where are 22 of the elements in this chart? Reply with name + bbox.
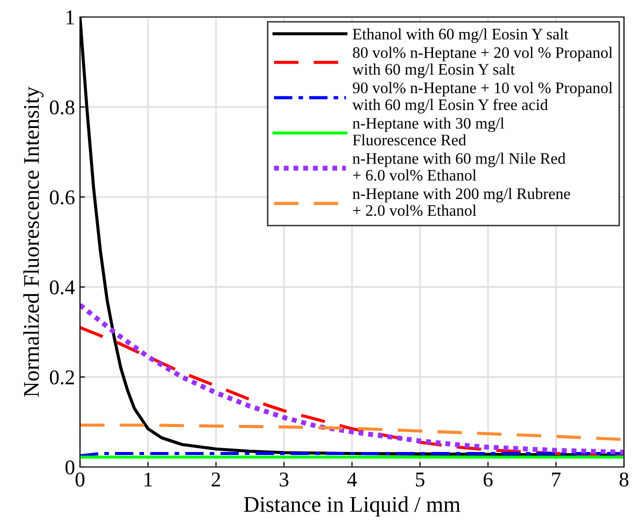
y-tick-label: 0.4 <box>50 280 75 295</box>
x-tick-label: 4 <box>347 472 357 486</box>
x-tick-label: 6 <box>484 472 493 487</box>
y-axis-title: Normalized Fluorescence Intensity <box>23 86 44 397</box>
legend-label: n-Heptane with 200 mg/l Rubrene + 2.0 vol% Ethanol <box>352 188 570 216</box>
y-tick-label: 0.6 <box>50 190 75 205</box>
legend-label: 80 vol% n-Heptane + 20 vol % Propanol with 60 mg/l Eosin Y salt <box>352 46 612 78</box>
x-tick-label: 8 <box>620 472 628 487</box>
line-series <box>80 326 624 456</box>
y-tick-label: 0.8 <box>50 100 74 115</box>
x-tick-label: 5 <box>416 472 424 487</box>
y-tick-label: 0 <box>66 460 74 474</box>
x-tick-label: 3 <box>280 472 288 487</box>
x-tick-label: 1 <box>144 472 152 486</box>
x-axis-title: Distance in Liquid / mm <box>244 496 460 516</box>
y-tick-label: 0.2 <box>50 370 74 385</box>
x-tick-label: 2 <box>212 472 220 486</box>
line-series <box>80 302 624 455</box>
x-tick-label: 7 <box>552 472 561 486</box>
x-tick-label: 0 <box>76 472 84 487</box>
y-tick-label: 1 <box>66 10 74 24</box>
legend-label: Ethanol with 60 mg/l Eosin Y salt <box>352 28 568 43</box>
